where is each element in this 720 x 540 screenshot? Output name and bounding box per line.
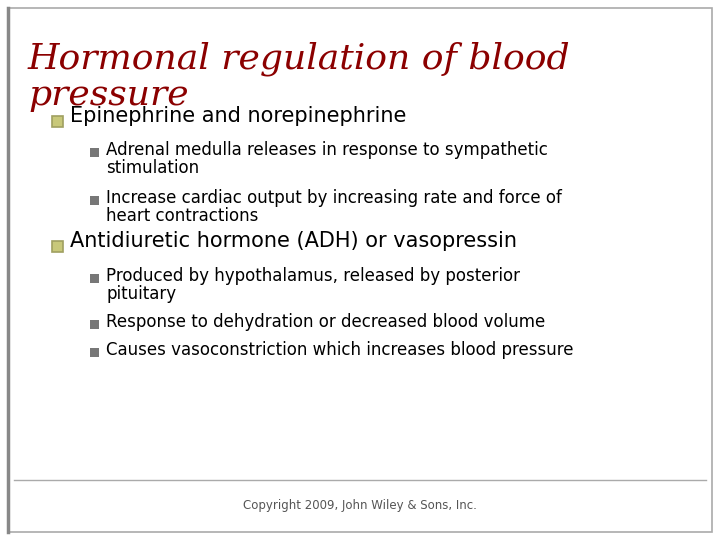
Text: Hormonal regulation of blood: Hormonal regulation of blood [28,42,571,77]
Text: heart contractions: heart contractions [106,207,258,225]
Bar [90,320,99,329]
Text: pressure: pressure [28,78,189,112]
Bar [90,148,99,157]
Bar [52,241,63,252]
Text: stimulation: stimulation [106,159,199,177]
Bar [90,348,99,357]
Text: Antidiuretic hormone (ADH) or vasopressin: Antidiuretic hormone (ADH) or vasopressi… [70,231,517,251]
Text: pituitary: pituitary [106,285,176,303]
Text: Increase cardiac output by increasing rate and force of: Increase cardiac output by increasing ra… [106,189,562,207]
Bar [52,116,63,127]
Text: Adrenal medulla releases in response to sympathetic: Adrenal medulla releases in response to … [106,141,548,159]
Bar [90,274,99,283]
Text: Epinephrine and norepinephrine: Epinephrine and norepinephrine [70,106,406,126]
Text: Causes vasoconstriction which increases blood pressure: Causes vasoconstriction which increases … [106,341,574,359]
Text: Response to dehydration or decreased blood volume: Response to dehydration or decreased blo… [106,313,545,331]
Bar [90,196,99,205]
Text: Copyright 2009, John Wiley & Sons, Inc.: Copyright 2009, John Wiley & Sons, Inc. [243,498,477,511]
Text: Produced by hypothalamus, released by posterior: Produced by hypothalamus, released by po… [106,267,520,285]
